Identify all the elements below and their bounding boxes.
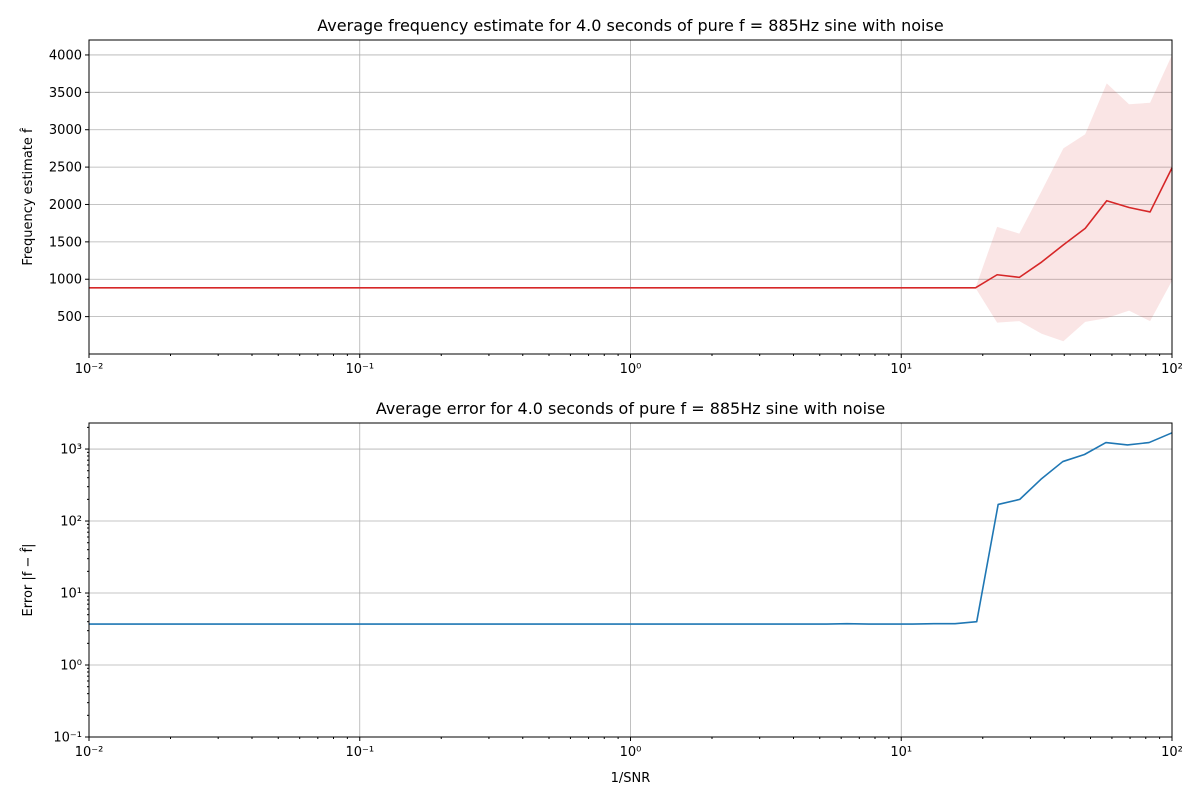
y-tick-label: 4000	[49, 48, 82, 63]
frequency-y-axis-label: Frequency estimate f̂	[21, 128, 36, 266]
frequency-lines	[89, 167, 1173, 289]
y-tick-label: 2000	[49, 198, 82, 213]
error-x-axis-label: 1/SNR	[611, 771, 651, 786]
frequency-confidence-band	[89, 54, 1172, 342]
x-tick-label: 10⁰	[620, 745, 642, 760]
y-tick-label: 1000	[49, 273, 82, 288]
series-line	[89, 432, 1173, 625]
error-y-axis-label: Error |f − f̂|	[21, 544, 36, 617]
frequency-y-ticks: 500 1000 1500 2000 2500 3000 3500 4000	[49, 48, 89, 325]
error-x-ticks: 10⁻² 10⁻¹ 10⁰ 10¹ 10²	[75, 737, 1183, 760]
y-tick-label: 10¹	[60, 587, 82, 602]
series-line	[89, 167, 1173, 289]
x-tick-label: 10⁻¹	[345, 745, 374, 760]
y-tick-label: 10³	[60, 443, 82, 458]
y-tick-label: 500	[57, 310, 82, 325]
x-tick-label: 10¹	[890, 745, 912, 760]
y-tick-label: 10²	[60, 515, 82, 530]
x-tick-label: 10²	[1161, 362, 1183, 377]
y-tick-label: 10⁰	[60, 659, 82, 674]
frequency-x-ticks: 10⁻² 10⁻¹ 10⁰ 10¹ 10²	[75, 354, 1183, 377]
y-tick-label: 2500	[49, 161, 82, 176]
x-tick-label: 10⁻²	[75, 362, 104, 377]
y-tick-label: 3500	[49, 86, 82, 101]
y-tick-label: 1500	[49, 235, 82, 250]
y-tick-label: 10⁻¹	[53, 731, 82, 746]
x-tick-label: 10¹	[890, 362, 912, 377]
x-tick-label: 10⁻¹	[345, 362, 374, 377]
x-tick-label: 10⁰	[620, 362, 642, 377]
error-y-ticks: 10⁻¹ 10⁰ 10¹ 10² 10³	[53, 426, 89, 746]
frequency-gridlines	[88, 40, 1173, 354]
y-tick-label: 3000	[49, 123, 82, 138]
x-tick-label: 10²	[1161, 745, 1183, 760]
error-lines	[89, 432, 1173, 625]
frequency-chart-title: Average frequency estimate for 4.0 secon…	[317, 16, 943, 35]
frequency-estimate-chart: 10⁻² 10⁻¹ 10⁰ 10¹ 10² 500 1000 1500 2000 2500 300…	[21, 16, 1183, 377]
error-gridlines	[88, 423, 1173, 738]
error-chart-title: Average error for 4.0 seconds of pure f …	[376, 399, 885, 418]
x-tick-label: 10⁻²	[75, 745, 104, 760]
